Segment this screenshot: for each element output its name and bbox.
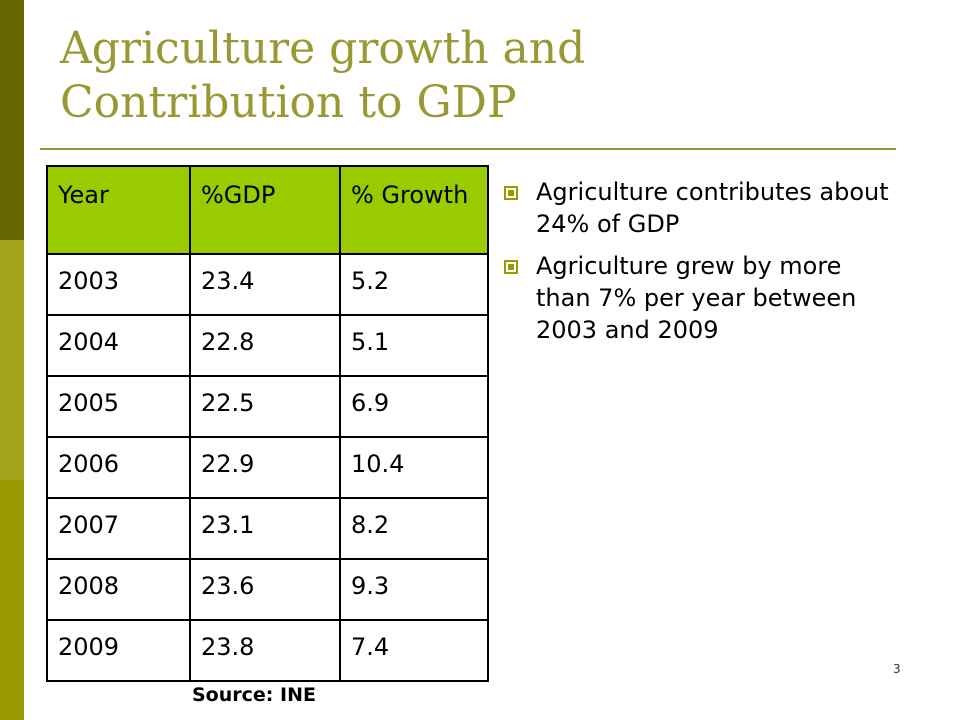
header-gdp: %GDP (189, 165, 341, 255)
side-bar-top (0, 0, 24, 240)
table-row: 2004 22.8 5.1 (46, 314, 489, 377)
square-bullet-icon (504, 260, 518, 274)
title-divider (40, 148, 896, 150)
table-row: 2008 23.6 9.3 (46, 558, 489, 621)
table-header-row: Year %GDP % Growth (46, 165, 489, 255)
square-bullet-icon (504, 186, 518, 200)
slide-title-line-2: Contribution to GDP (60, 77, 517, 128)
table-row: 2006 22.9 10.4 (46, 436, 489, 499)
slide-title: Agriculture growth and Contribution to G… (60, 22, 920, 130)
table-row: 2005 22.5 6.9 (46, 375, 489, 438)
bullet-text: Agriculture contributes about 24% of GDP (536, 178, 889, 238)
slide-title-line-1: Agriculture growth and (60, 23, 586, 74)
table-row: 2007 23.1 8.2 (46, 497, 489, 560)
cell-year: 2004 (46, 314, 191, 377)
page-number: 3 (893, 662, 901, 676)
cell-year: 2006 (46, 436, 191, 499)
cell-gdp: 23.6 (189, 558, 341, 621)
header-growth: % Growth (339, 165, 489, 255)
bullet-text: Agriculture grew by more than 7% per yea… (536, 252, 857, 344)
cell-growth: 6.9 (339, 375, 489, 438)
table-row: 2003 23.4 5.2 (46, 253, 489, 316)
cell-growth: 10.4 (339, 436, 489, 499)
side-bar-bottom (0, 480, 24, 720)
bullet-item: Agriculture contributes about 24% of GDP (498, 176, 898, 240)
cell-year: 2009 (46, 619, 191, 682)
cell-growth: 5.2 (339, 253, 489, 316)
cell-year: 2007 (46, 497, 191, 560)
cell-growth: 5.1 (339, 314, 489, 377)
cell-year: 2008 (46, 558, 191, 621)
header-year: Year (46, 165, 191, 255)
cell-year: 2003 (46, 253, 191, 316)
cell-growth: 8.2 (339, 497, 489, 560)
cell-growth: 7.4 (339, 619, 489, 682)
cell-gdp: 22.9 (189, 436, 341, 499)
cell-gdp: 22.8 (189, 314, 341, 377)
gdp-growth-table: Year %GDP % Growth 2003 23.4 5.2 2004 22… (46, 165, 489, 682)
source-note: Source: INE (192, 684, 316, 706)
cell-growth: 9.3 (339, 558, 489, 621)
cell-year: 2005 (46, 375, 191, 438)
cell-gdp: 23.8 (189, 619, 341, 682)
cell-gdp: 23.1 (189, 497, 341, 560)
cell-gdp: 23.4 (189, 253, 341, 316)
bullet-item: Agriculture grew by more than 7% per yea… (498, 250, 898, 346)
bullet-list: Agriculture contributes about 24% of GDP… (498, 176, 898, 356)
side-bar-middle (0, 240, 24, 480)
cell-gdp: 22.5 (189, 375, 341, 438)
table-row: 2009 23.8 7.4 (46, 619, 489, 682)
